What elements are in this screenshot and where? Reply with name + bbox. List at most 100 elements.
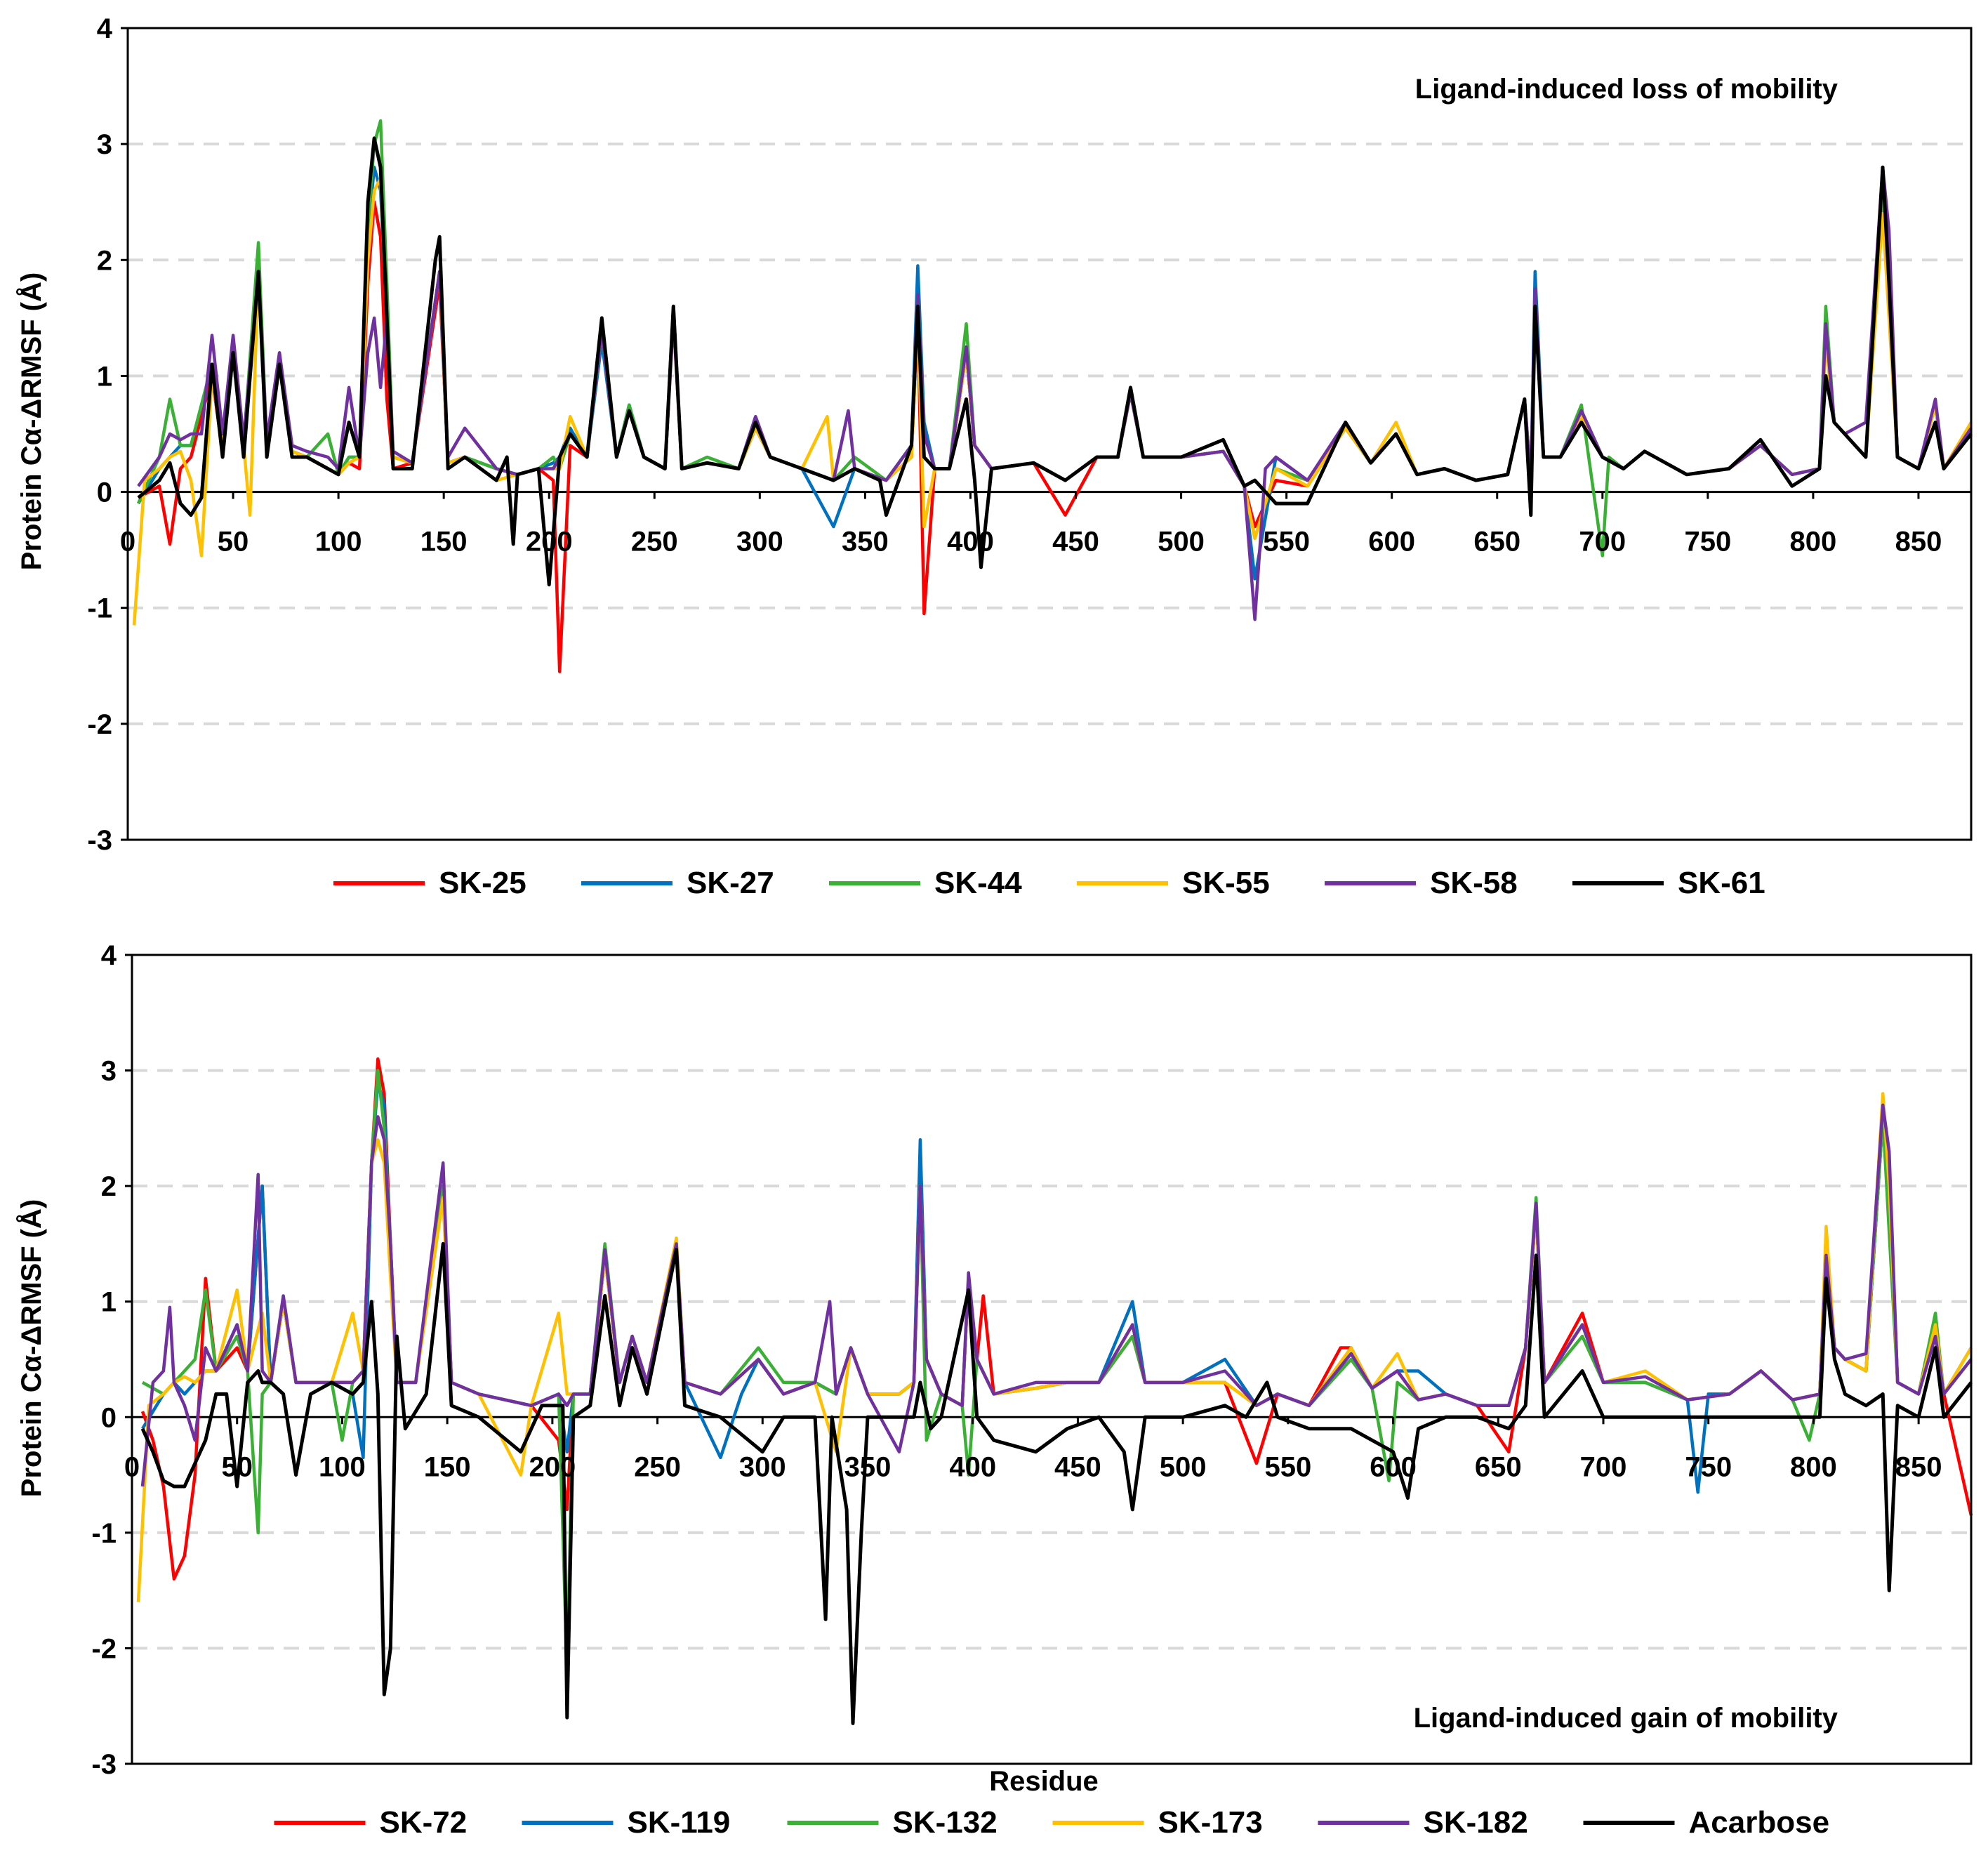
bottom-x-tick-label: 150	[424, 1451, 471, 1482]
top-legend-label: SK-27	[687, 866, 774, 900]
bottom-annotation: Ligand-induced gain of mobility	[1414, 1703, 1838, 1734]
bottom-x-tick-label: 750	[1685, 1451, 1732, 1482]
bottom-x-tick-label: 400	[949, 1451, 996, 1482]
top-legend-label: SK-58	[1430, 866, 1518, 900]
bottom-x-tick-label: 200	[529, 1451, 576, 1482]
bottom-legend-label: SK-132	[893, 1805, 998, 1840]
bottom-x-tick-label: 850	[1895, 1451, 1942, 1482]
top-x-tick-label: 650	[1473, 527, 1520, 558]
top-x-tick-label: 500	[1158, 527, 1205, 558]
bottom-legend-item: Acarbose	[1583, 1805, 1830, 1840]
bottom-y-tick-label: -3	[91, 1749, 117, 1780]
top-series-sk-44	[136, 119, 1973, 558]
bottom-series-sk-119	[141, 1080, 1973, 1494]
top-series-sk-25	[137, 188, 1973, 673]
top-legend: SK-25 SK-27 SK-44 SK-55 SK-58 SK-61	[333, 866, 1765, 900]
top-legend-item: SK-27	[581, 866, 774, 900]
bottom-y-tick-label: -1	[91, 1518, 117, 1549]
bottom-gridlines	[132, 1069, 1971, 1650]
top-y-tick-label: 0	[97, 477, 112, 508]
top-legend-label: SK-61	[1678, 866, 1765, 900]
top-legend-item: SK-61	[1572, 866, 1765, 900]
top-x-tick-labels: 0 50 100 150 200 250 300 350 400 450 500 550 600 650 7…	[120, 492, 1942, 558]
bottom-x-tick-label: 300	[739, 1451, 786, 1482]
top-panel: 4 3 2 1 0 -1 -2 -3 0 50 100 150 200 250 300 350 400 450 5…	[15, 13, 1973, 900]
top-x-tick-label: 600	[1368, 527, 1415, 558]
top-legend-item: SK-25	[333, 866, 526, 900]
top-series-sk-55	[132, 177, 1973, 626]
bottom-legend-label: SK-182	[1424, 1805, 1528, 1840]
bottom-x-tick-label: 0	[124, 1451, 140, 1482]
bottom-x-tick-label: 100	[319, 1451, 366, 1482]
top-x-tick-label: 200	[526, 527, 573, 558]
bottom-y-axis-title: Protein Cα-ΔRMSF (Å)	[15, 1199, 47, 1497]
bottom-frame-rect	[131, 954, 1973, 1765]
bottom-y-tick-labels: 4 3 2 1 0 -1 -2 -3	[91, 940, 132, 1780]
bottom-legend-label: SK-119	[628, 1805, 731, 1840]
top-gridlines	[128, 143, 1971, 725]
bottom-legend-item: SK-182	[1318, 1805, 1528, 1840]
bottom-y-tick-label: 2	[101, 1171, 117, 1202]
top-legend-label: SK-25	[439, 866, 526, 900]
top-x-tick-label: 0	[120, 527, 135, 558]
bottom-series-sk-72	[140, 1057, 1973, 1581]
top-x-tick-label: 150	[420, 527, 468, 558]
top-y-tick-label: -2	[87, 709, 112, 740]
bottom-y-tick-label: 4	[101, 940, 117, 971]
top-y-tick-label: -1	[87, 593, 112, 624]
bottom-plot-frame	[131, 954, 1973, 1765]
bottom-panel: 4 3 2 1 0 -1 -2 -3 0 50 100 150 200 250 300 350 400 450 5…	[15, 940, 1973, 1840]
bottom-x-tick-label: 650	[1475, 1451, 1522, 1482]
bottom-legend-label: Acarbose	[1689, 1805, 1830, 1840]
top-y-tick-label: 1	[97, 361, 112, 392]
top-y-tick-labels: 4 3 2 1 0 -1 -2 -3	[87, 13, 128, 856]
top-legend-item: SK-44	[829, 866, 1022, 900]
top-series	[132, 119, 1973, 673]
top-x-tick-label: 250	[631, 527, 678, 558]
bottom-legend-item: SK-132	[787, 1805, 998, 1840]
top-x-tick-label: 100	[315, 527, 362, 558]
bottom-x-tick-label: 700	[1580, 1451, 1627, 1482]
top-legend-label: SK-55	[1182, 866, 1270, 900]
bottom-y-tick-label: 3	[101, 1056, 117, 1087]
bottom-legend-item: SK-119	[522, 1805, 731, 1840]
bottom-legend: SK-72 SK-119 SK-132 SK-173 SK-182 Acarbose	[274, 1805, 1830, 1840]
top-x-tick-label: 850	[1895, 527, 1942, 558]
bottom-series-acarbose	[140, 1241, 1973, 1725]
bottom-series	[136, 1057, 1973, 1725]
bottom-y-tick-label: -2	[91, 1633, 117, 1664]
bottom-legend-label: SK-173	[1158, 1805, 1263, 1840]
bottom-series-sk-182	[140, 1103, 1973, 1487]
bottom-x-tick-labels: 0 50 100 150 200 250 300 350 400 450 500 550 600 650 7…	[124, 1417, 1942, 1482]
bottom-x-tick-label: 550	[1264, 1451, 1311, 1482]
bottom-y-tick-label: 1	[101, 1287, 117, 1318]
top-y-tick-label: 4	[97, 13, 113, 44]
bottom-legend-label: SK-72	[380, 1805, 468, 1840]
bottom-y-tick-label: 0	[101, 1402, 117, 1433]
top-legend-label: SK-44	[934, 866, 1022, 900]
bottom-series-sk-173	[136, 1092, 1973, 1602]
top-x-tick-label: 450	[1052, 527, 1099, 558]
top-x-tick-label: 700	[1579, 527, 1626, 558]
bottom-x-tick-label: 250	[634, 1451, 681, 1482]
top-x-tick-label: 400	[947, 527, 994, 558]
top-y-tick-label: 2	[97, 245, 112, 276]
top-x-tick-label: 350	[842, 527, 889, 558]
bottom-x-tick-label: 600	[1370, 1451, 1417, 1482]
top-y-tick-label: -3	[87, 825, 112, 856]
top-frame-rect	[126, 27, 1973, 841]
bottom-x-tick-label: 50	[221, 1451, 253, 1482]
bottom-x-tick-label: 450	[1054, 1451, 1101, 1482]
top-legend-item: SK-58	[1325, 866, 1518, 900]
bottom-x-tick-label: 350	[844, 1451, 892, 1482]
top-x-tick-label: 750	[1684, 527, 1731, 558]
top-legend-item: SK-55	[1077, 866, 1270, 900]
top-x-tick-label: 300	[736, 527, 783, 558]
bottom-x-tick-label: 800	[1790, 1451, 1837, 1482]
top-plot-frame	[126, 27, 1973, 841]
bottom-legend-item: SK-72	[274, 1805, 468, 1840]
top-series-sk-27	[137, 165, 1973, 581]
top-y-axis-title: Protein Cα-ΔRMSF (Å)	[15, 272, 47, 570]
bottom-legend-item: SK-173	[1052, 1805, 1263, 1840]
